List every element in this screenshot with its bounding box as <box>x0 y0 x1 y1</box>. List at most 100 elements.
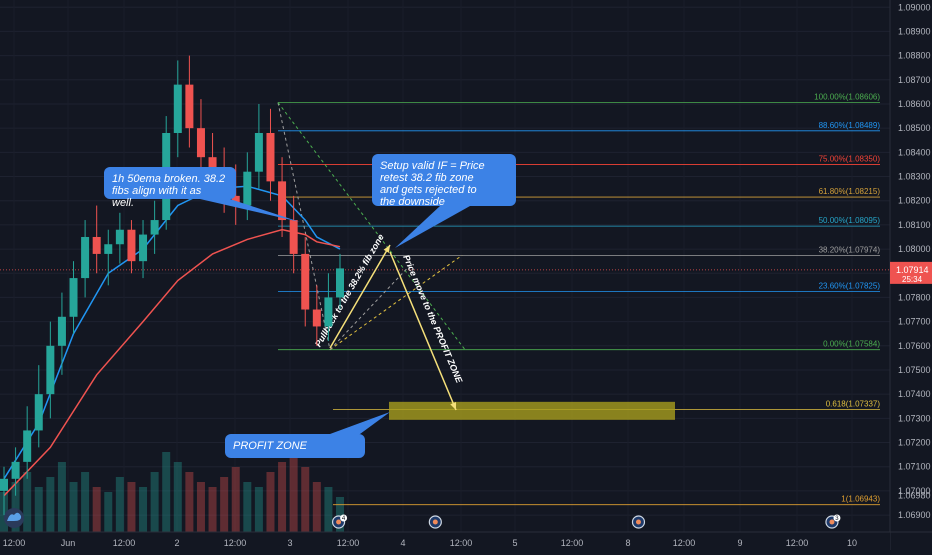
price-tick-label: 1.08200 <box>898 196 931 206</box>
time-tick-label: 8 <box>625 538 630 548</box>
price-tick-label: 1.08700 <box>898 75 931 85</box>
time-tick-label: 12:00 <box>450 538 473 548</box>
callout-setup-text: and gets rejected to <box>380 184 477 196</box>
volume-bar <box>69 482 78 532</box>
time-axis[interactable]: 12:00 Jun 12:00 2 12:00 3 12:00 4 12:00 5 12:00 8 12… <box>0 531 932 550</box>
volume-bar <box>173 462 182 532</box>
event-marker-dot <box>432 519 438 525</box>
candle-body <box>196 128 205 158</box>
volume-bar <box>196 482 205 532</box>
candle-body <box>115 229 124 245</box>
volume-bar <box>11 482 20 532</box>
fib-label: 61.80%(1.08215) <box>819 187 881 196</box>
volume-bar <box>289 452 298 532</box>
volume-bar <box>34 487 43 532</box>
candle-body <box>254 133 263 172</box>
fib-label: 0.618(1.07337) <box>826 399 881 408</box>
candle-body <box>185 84 194 129</box>
volume-bar <box>150 472 159 532</box>
callout-setup-text: Setup valid IF = Price <box>380 160 485 172</box>
volume-bar <box>81 472 90 532</box>
fib-label: 75.00%(1.08350) <box>819 154 881 163</box>
callout-setup-tail <box>395 206 470 248</box>
price-countdown: 25:34 <box>902 275 923 284</box>
candle-body <box>173 84 182 133</box>
candle-body <box>139 234 148 262</box>
fib-label: 38.20%(1.07974) <box>819 245 881 254</box>
callout-ema-text: fibs align with it as <box>112 185 202 197</box>
callout-ema-text: well. <box>112 197 134 209</box>
price-tick-label: 1.06900 <box>898 510 931 520</box>
time-tick-label: 3 <box>287 538 292 548</box>
volume-bar <box>278 462 287 532</box>
move-arrow <box>389 251 457 411</box>
candle-body <box>301 253 310 310</box>
current-price-label: 1.07914 <box>896 265 929 275</box>
volume-bar <box>266 472 275 532</box>
candle-body <box>324 297 333 327</box>
candle-body <box>278 181 287 221</box>
volume-bar <box>92 487 101 532</box>
price-tick-label: 1.08500 <box>898 123 931 133</box>
volume-bar <box>336 497 344 532</box>
fib-label: 1(1.06943) <box>841 495 880 504</box>
candle-body <box>34 394 43 431</box>
candle-body <box>81 236 90 279</box>
price-tick-label: 1.08400 <box>898 147 931 157</box>
candle-body <box>289 220 298 254</box>
fib-trend-line <box>277 102 331 350</box>
volume-bar <box>208 487 217 532</box>
time-tick-label: 12:00 <box>337 538 360 548</box>
price-tick-label: 1.07500 <box>898 365 931 375</box>
fib-label: 100.00%(1.08606) <box>814 93 880 102</box>
candle-body <box>231 195 240 206</box>
current-price-badge <box>890 261 932 284</box>
candle-body <box>69 278 78 317</box>
volume-bar <box>127 482 136 532</box>
candle-body <box>312 309 321 327</box>
time-tick-label: 2 <box>174 538 179 548</box>
callout-profit-tail <box>330 412 390 434</box>
price-tick-label: 1.07800 <box>898 292 931 302</box>
event-marker-badge-count: 4 <box>342 516 346 522</box>
candle-body <box>23 430 32 462</box>
volume-bar <box>104 492 113 532</box>
price-tick-label: 1.08000 <box>898 244 931 254</box>
volume-bar <box>312 482 321 532</box>
volume-bar <box>231 467 240 532</box>
price-tick-label: 1.08900 <box>898 26 931 36</box>
candle-body <box>150 220 159 235</box>
candle-body <box>208 157 217 177</box>
callout-ema-text: 1h 50ema broken. 38.2 <box>112 173 225 185</box>
event-marker-dot <box>829 519 835 525</box>
price-tick-label: 1.07100 <box>898 462 931 472</box>
candle-body <box>57 316 66 346</box>
fib-label: 50.00%(1.08095) <box>819 216 881 225</box>
callout-setup-text: the downside <box>380 196 445 208</box>
volume-bar <box>243 482 252 532</box>
fib-diagonal-green <box>277 102 466 350</box>
price-tick-label: 1.07700 <box>898 317 931 327</box>
time-tick-label: 12:00 <box>673 538 696 548</box>
tradingview-logo-icon[interactable] <box>4 508 24 528</box>
time-axis-bg <box>0 532 890 550</box>
price-tick-label: 1.06980 <box>898 491 931 501</box>
logo-cloud <box>7 512 22 521</box>
price-axis[interactable]: 1.09000 1.08900 1.08800 1.08700 1.08600 1.085… <box>889 0 932 550</box>
event-marker-badge <box>340 514 348 522</box>
price-tick-label: 1.08600 <box>898 99 931 109</box>
fib-label: 0.00%(1.07584) <box>823 340 880 349</box>
volume-bar <box>301 467 310 532</box>
candle-body <box>127 229 136 262</box>
candle-body <box>0 478 8 491</box>
fib-label: 23.60%(1.07825) <box>819 281 881 290</box>
volume-bar <box>162 452 171 532</box>
fib-levels: 100.00%(1.08606) 88.60%(1.08489) 75.00%(1.… <box>278 93 881 506</box>
callout-profit-box <box>225 434 365 458</box>
event-marker-dot <box>635 519 641 525</box>
